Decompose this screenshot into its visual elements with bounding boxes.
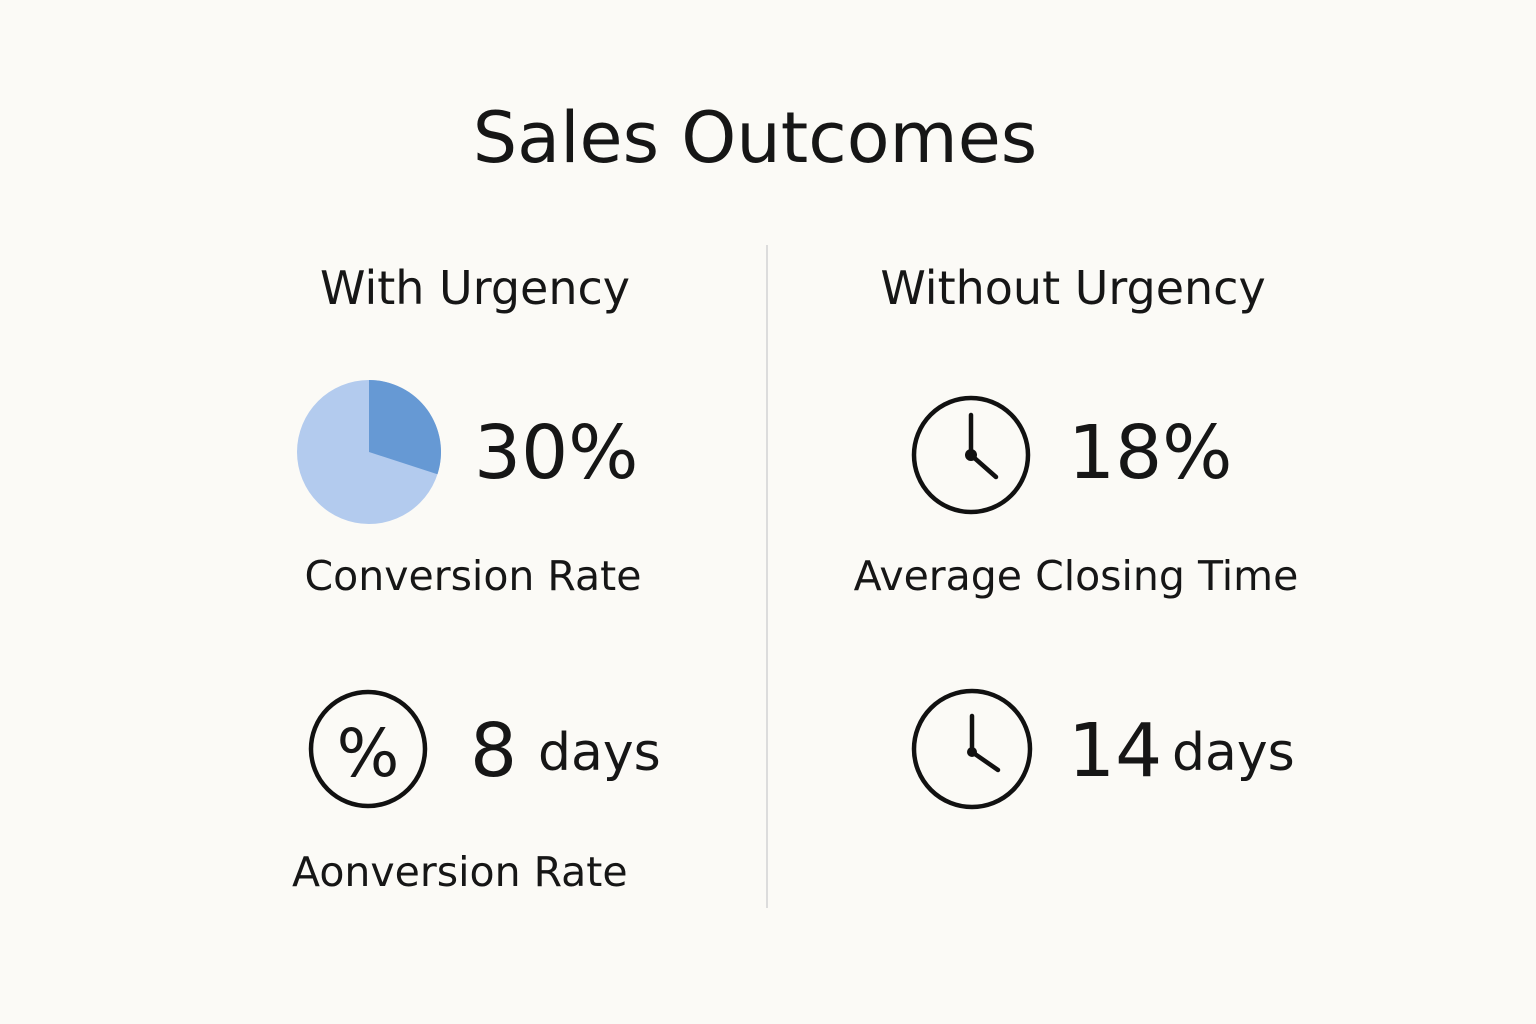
title: Sales Outcomes (473, 97, 1038, 179)
left-caption1: Conversion Rate (305, 552, 642, 600)
left-heading: With Urgency (320, 261, 630, 315)
clock-icon (911, 395, 1031, 515)
right-stat1: 18% (1068, 410, 1232, 496)
right-caption1: Average Closing Time (854, 552, 1299, 600)
left-stat2-number: 8 (470, 708, 517, 794)
left-caption2: Aonversion Rate (292, 848, 628, 896)
right-stat2-number: 14 (1068, 708, 1162, 794)
left-stat2-unit: days (538, 723, 661, 783)
clock-icon (911, 688, 1033, 810)
pie-slice (369, 380, 441, 475)
percent-symbol-icon: % (337, 715, 400, 792)
percent-icon (308, 689, 428, 809)
left-stat1: 30% (474, 410, 638, 496)
right-stat2-unit: days (1172, 723, 1295, 783)
right-heading: Without Urgency (880, 261, 1265, 315)
